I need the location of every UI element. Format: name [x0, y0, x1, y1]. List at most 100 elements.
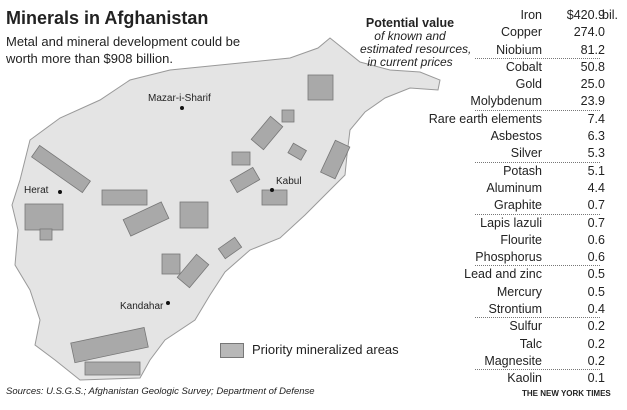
- mineral-area: [231, 151, 251, 166]
- mineral-value: 0.6: [587, 250, 605, 265]
- mineral-value: 23.9: [580, 94, 605, 109]
- mineral-value: 5.1: [587, 163, 605, 178]
- mineral-area: [122, 201, 170, 237]
- value-header-line: of known and: [374, 29, 446, 43]
- mineral-area: [39, 228, 53, 241]
- mineral-value: 7.4: [587, 111, 605, 126]
- mineral-value: 0.7: [587, 198, 605, 213]
- mineral-area: [176, 253, 210, 289]
- mineral-row: Magnesite 0.2: [360, 353, 605, 371]
- mineral-area: [287, 142, 307, 161]
- mineral-row: Sulfur 0.2: [360, 318, 605, 335]
- mineral-row: Lapis lazuli 0.7: [360, 215, 605, 232]
- mineral-value: 0.1: [587, 371, 605, 386]
- mineral-value: 5.3: [587, 146, 605, 161]
- unit-label: bil.: [602, 8, 618, 22]
- mineral-value: 50.8: [580, 59, 605, 74]
- subtitle: Metal and mineral development could be w…: [6, 34, 241, 66]
- value-header: Potential value of known and estimated r…: [360, 16, 472, 69]
- mineral-name: Iron: [520, 8, 542, 22]
- mineral-row: Strontium 0.4: [360, 301, 605, 319]
- mineral-row: Iron $420.9: [360, 7, 605, 24]
- mineral-area: [307, 74, 334, 101]
- mineral-area: [84, 361, 141, 376]
- mineral-row: Mercury 0.5: [360, 284, 605, 301]
- mineral-name: Copper: [501, 25, 542, 40]
- mineral-value: $420.9: [566, 8, 605, 22]
- value-header-title: Potential value: [365, 16, 455, 30]
- mineral-area: [24, 203, 64, 231]
- mineral-area: [179, 201, 209, 229]
- mineral-row: Rare earth elements 7.4: [360, 111, 605, 128]
- mineral-value: 81.2: [580, 42, 605, 57]
- mineral-row: Talc 0.2: [360, 336, 605, 353]
- mineral-area: [217, 236, 243, 260]
- city-dot-herat: [58, 190, 62, 194]
- mineral-name: Flourite: [500, 232, 542, 247]
- mineral-name: Graphite: [494, 198, 542, 213]
- mineral-value: 0.2: [587, 336, 605, 351]
- mineral-row: Gold 25.0: [360, 76, 605, 93]
- mineral-name: Rare earth elements: [428, 111, 542, 126]
- city-label-herat: Herat: [24, 185, 49, 196]
- mineral-name: Niobium: [496, 42, 542, 57]
- mineral-name: Molybdenum: [470, 94, 542, 109]
- legend: Priority mineralized areas: [220, 342, 399, 359]
- mineral-name: Cobalt: [505, 59, 542, 74]
- mineral-value: 6.3: [587, 129, 605, 144]
- mineral-name: Kaolin: [507, 371, 542, 386]
- mineral-name: Talc: [519, 336, 542, 351]
- value-header-line: estimated resources,: [360, 42, 472, 56]
- mineral-area: [70, 327, 149, 364]
- mineral-area: [101, 189, 148, 206]
- mineral-value: 0.4: [587, 302, 605, 317]
- mineral-row: Molybdenum 23.9: [360, 93, 605, 112]
- mineral-name: Magnesite: [484, 353, 542, 368]
- mineral-name: Strontium: [488, 302, 543, 317]
- mineral-name: Aluminum: [486, 180, 542, 195]
- mineral-row: Aluminum 4.4: [360, 180, 605, 197]
- mineral-area: [229, 166, 261, 194]
- legend-swatch: [220, 343, 244, 359]
- mineral-row: Cobalt 50.8: [360, 59, 605, 76]
- credit: THE NEW YORK TIMES: [522, 389, 611, 398]
- mineral-row: Lead and zinc 0.5: [360, 266, 605, 283]
- city-label-mazar: Mazar-i-Sharif: [148, 93, 211, 104]
- mineral-value: 0.5: [587, 267, 605, 282]
- mineral-name: Potash: [503, 163, 542, 178]
- mineral-area: [250, 115, 284, 151]
- mineral-area: [320, 139, 351, 180]
- mineral-name: Phosphorus: [475, 250, 542, 265]
- mineral-area: [161, 253, 181, 275]
- city-dot-kabul: [270, 188, 274, 192]
- mineral-row: Flourite 0.6: [360, 232, 605, 249]
- mineralized-areas: [24, 74, 351, 376]
- mineral-row: Copper 274.0: [360, 24, 605, 41]
- city-dot-mazar: [180, 106, 184, 110]
- mineral-value: 4.4: [587, 180, 605, 195]
- mineral-area: [281, 109, 295, 123]
- mineral-row: Kaolin 0.1: [360, 370, 605, 387]
- mineral-value: 25.0: [580, 77, 605, 92]
- mineral-row: Potash 5.1: [360, 163, 605, 180]
- legend-label: Priority mineralized areas: [252, 342, 399, 357]
- mineral-row: Graphite 0.7: [360, 197, 605, 215]
- city-label-kabul: Kabul: [276, 176, 302, 187]
- mineral-name: Lead and zinc: [464, 267, 542, 282]
- value-header-line: in current prices: [367, 55, 453, 69]
- mineral-name: Lapis lazuli: [480, 215, 542, 230]
- mineral-name: Silver: [510, 146, 542, 161]
- mineral-area: [261, 189, 288, 206]
- mineral-name: Asbestos: [490, 129, 542, 144]
- mineral-row: Asbestos 6.3: [360, 128, 605, 145]
- title: Minerals in Afghanistan: [6, 8, 209, 28]
- mineral-value: 0.7: [587, 215, 605, 230]
- mineral-value: 0.5: [587, 284, 605, 299]
- mineral-value: 0.2: [587, 319, 605, 334]
- mineral-value: 274.0: [573, 25, 605, 40]
- mineral-value: 0.2: [587, 353, 605, 368]
- mineral-row: Silver 5.3: [360, 145, 605, 163]
- mineral-row: Niobium 81.2: [360, 42, 605, 60]
